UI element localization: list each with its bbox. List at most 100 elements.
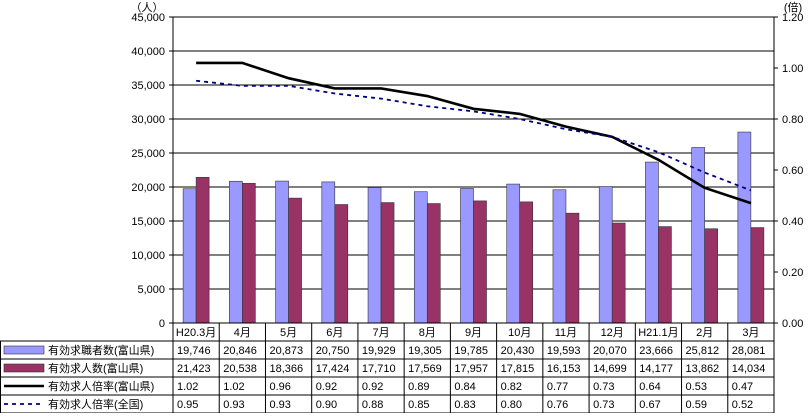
bar-job-openings [426,203,441,324]
bar-job-seekers [645,161,659,324]
bar-job-seekers [460,188,474,324]
data-label: 18,366 [269,363,303,375]
line-marks [196,61,752,205]
data-label: 14,177 [639,363,673,375]
category-label: 5月 [280,327,297,339]
right-tick-label: 0.20 [782,267,803,279]
bar-job-openings [611,222,626,324]
gridlines [173,16,774,290]
right-tick-label: 0.00 [782,318,803,330]
data-label: 0.52 [732,399,753,411]
bar-job-openings [288,197,302,324]
data-label: 0.92 [316,381,337,393]
bar-job-seekers [321,181,336,324]
bar-job-seekers [552,189,567,324]
left-axis-unit: （人） [131,1,164,14]
legend-key-bar [3,363,45,373]
bar-job-openings [565,212,580,324]
right-tick-label: 0.60 [782,165,803,177]
data-label: 20,750 [316,345,350,357]
line-ratio-national [196,79,752,192]
right-tick-label: 1.20 [782,12,803,24]
legend-label: 有効求人数(富山県) [48,361,143,375]
data-label: 23,666 [639,345,673,357]
left-tick-label: 15,000 [131,216,165,228]
data-label: 0.93 [223,399,244,411]
category-label: 7月 [372,327,389,339]
right-tick-label: 1.00 [782,63,803,75]
left-tick-label: 20,000 [131,182,165,194]
bar-job-openings [519,201,534,324]
bar-job-openings [750,227,765,324]
data-label: 20,538 [223,363,257,375]
bar-job-seekers [737,131,752,324]
data-label: 0.85 [408,399,429,411]
bar-job-openings [658,226,672,324]
bar-marks [182,131,765,324]
data-label: 0.84 [454,381,475,393]
data-label: 19,746 [177,345,211,357]
left-tick-label: 5,000 [137,284,165,296]
right-tick-label: 0.80 [782,114,803,126]
axes: 0 5,000 10,000 15,000 20,000 25,000 30,000 35,0… [131,0,804,330]
data-label: 0.82 [501,381,522,393]
category-label: 3月 [742,327,759,339]
legend-label: 有効求人倍率(富山県) [48,379,154,393]
data-label: 25,812 [686,345,720,357]
category-label: 12月 [601,327,624,339]
data-label: 19,785 [454,345,488,357]
category-label: 2月 [696,327,713,339]
data-label: 20,070 [593,345,627,357]
data-label: 0.92 [362,381,383,393]
data-label: 21,423 [177,363,211,375]
data-label: 0.53 [686,381,707,393]
bar-job-openings [380,202,395,324]
left-tick-label: 10,000 [131,250,165,262]
data-label: 0.67 [639,399,660,411]
data-label: 0.96 [269,381,290,393]
data-label: 0.47 [732,381,753,393]
data-label: 0.59 [686,399,707,411]
category-label: 10月 [508,327,531,339]
category-label: 6月 [326,327,343,339]
data-label: 1.02 [223,381,244,393]
data-label: 0.89 [408,381,429,393]
legend-label: 有効求人倍率(全国) [48,397,143,411]
data-label: 20,873 [269,345,303,357]
bar-job-seekers [413,191,428,324]
bar-job-seekers [182,188,197,324]
data-label: 0.73 [593,399,614,411]
data-label: 0.88 [362,399,383,411]
left-tick-label: 40,000 [131,46,165,58]
bar-job-openings [704,228,718,324]
data-label: 19,305 [408,345,442,357]
line-ratio-toyama [196,61,752,205]
bar-job-openings [334,204,349,324]
bar-job-seekers [229,180,243,324]
bar-job-seekers [598,186,613,324]
data-label: 20,430 [501,345,535,357]
data-label: 17,569 [408,363,442,375]
data-label: 19,593 [547,345,581,357]
data-label: 0.83 [454,399,475,411]
left-tick-label: 25,000 [131,148,165,160]
data-label: 17,424 [316,363,350,375]
data-label: 17,710 [362,363,396,375]
data-table: H20.3月 4月 5月 6月 7月 8月 9月 10月 11月 12月 H21.1月 2月 3月有効求… [0,322,775,414]
data-label: 0.80 [501,399,522,411]
data-label: 0.73 [593,381,614,393]
bar-job-seekers [367,187,382,324]
left-tick-label: 35,000 [131,80,165,92]
data-label: 28,081 [732,345,766,357]
data-label: 0.77 [547,381,568,393]
legend-key-bar [3,345,45,355]
left-tick-label: 30,000 [131,114,165,126]
bar-job-openings [473,200,487,324]
data-label: 20,846 [223,345,257,357]
bar-job-seekers [691,147,705,324]
category-label: 4月 [234,327,251,339]
bar-job-seekers [506,183,521,324]
category-label: 9月 [465,327,482,339]
